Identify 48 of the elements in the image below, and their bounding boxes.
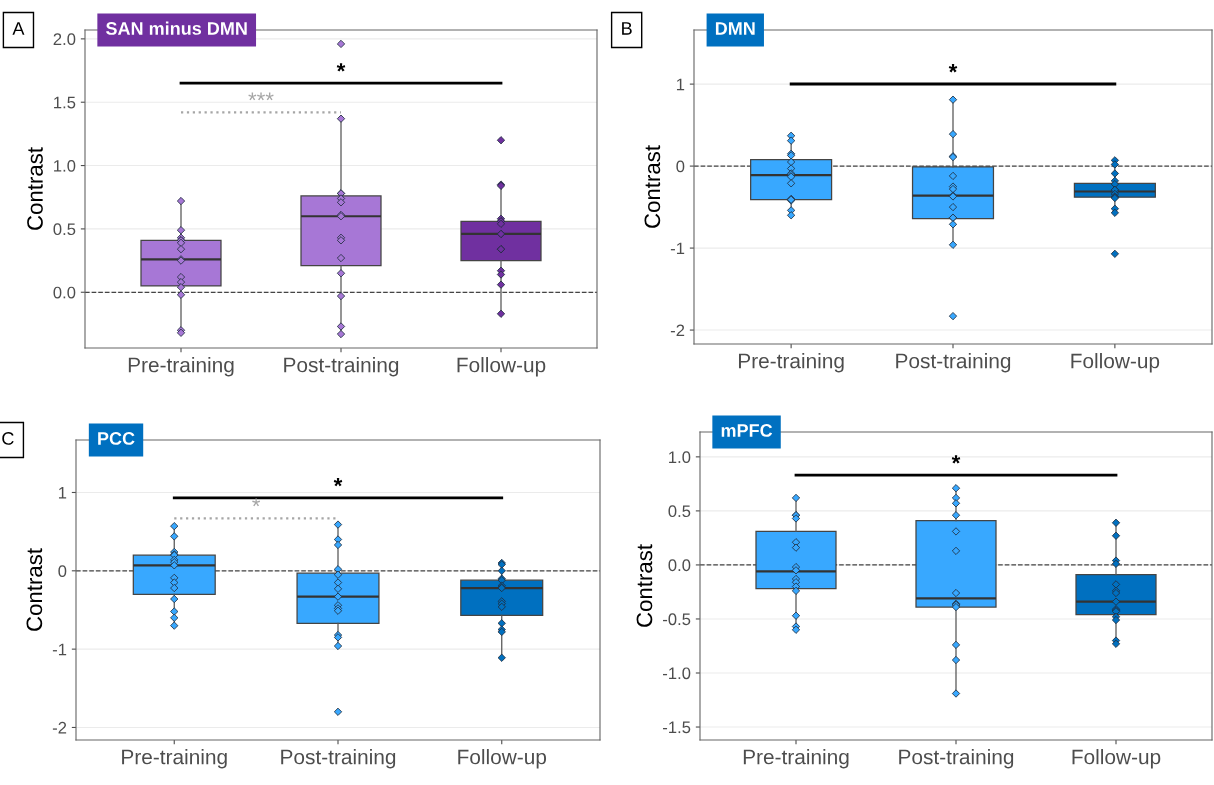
y-tick-label: -0.5	[663, 613, 691, 626]
chart-title: PCC	[98, 432, 135, 445]
annotation: *	[252, 498, 261, 507]
annotation: *	[948, 64, 958, 73]
x-tick-label: Pre-training	[122, 749, 227, 769]
x-tick-label: Follow-up	[1072, 749, 1161, 769]
x-tick-label: Post-training	[896, 353, 1011, 373]
y-tick-label: 1.0	[669, 451, 691, 464]
annotation: *	[951, 455, 961, 464]
x-tick-label: Follow-up	[458, 749, 547, 769]
text: B	[622, 22, 632, 35]
y-tick-label: -1.5	[663, 721, 691, 734]
y-tick-label: 0	[676, 160, 685, 173]
annotation: *	[333, 478, 343, 487]
x-tick-label: Pre-training	[128, 357, 234, 377]
y-tick-label: 1	[676, 78, 685, 91]
y-tick-label: -1	[670, 242, 685, 255]
y-axis-title: Contrast	[26, 548, 43, 631]
y-tick-label: -1	[52, 643, 67, 656]
x-tick-label: Post-training	[899, 749, 1014, 769]
text: C	[2, 432, 14, 445]
y-tick-label: 1.5	[54, 96, 76, 109]
y-tick-label: 0.0	[53, 286, 76, 299]
x-tick-label: Post-training	[281, 749, 396, 769]
x-tick-label: Pre-training	[738, 353, 844, 373]
y-tick-label: -2	[52, 721, 67, 734]
chart-title: DMN	[715, 22, 755, 35]
y-tick-label: 0.5	[668, 505, 691, 518]
text: A	[12, 22, 25, 35]
y-tick-label: -2	[670, 324, 685, 337]
x-tick-label: Post-training	[284, 357, 399, 377]
y-tick-label: 2.0	[53, 33, 76, 46]
x-tick-label: Pre-training	[743, 749, 849, 769]
y-tick-label: 1	[58, 487, 67, 499]
annotation: *	[336, 63, 346, 72]
y-tick-label: 1.0	[54, 159, 76, 172]
annotation: ***	[248, 92, 274, 101]
y-axis-title: Contrast	[27, 147, 43, 230]
chart-title: SAN minus DMN	[106, 21, 247, 35]
x-tick-label: Follow-up	[1071, 353, 1160, 373]
y-tick-label: -1.0	[663, 667, 691, 680]
chart-title: mPFC	[721, 424, 773, 437]
y-tick-label: 0.5	[53, 223, 76, 236]
x-tick-label: Follow-up	[457, 357, 546, 377]
y-axis-title: Contrast	[636, 544, 653, 627]
y-axis-title: Contrast	[644, 145, 661, 228]
y-tick-label: 0.0	[668, 559, 691, 572]
y-tick-label: 0	[58, 565, 67, 578]
